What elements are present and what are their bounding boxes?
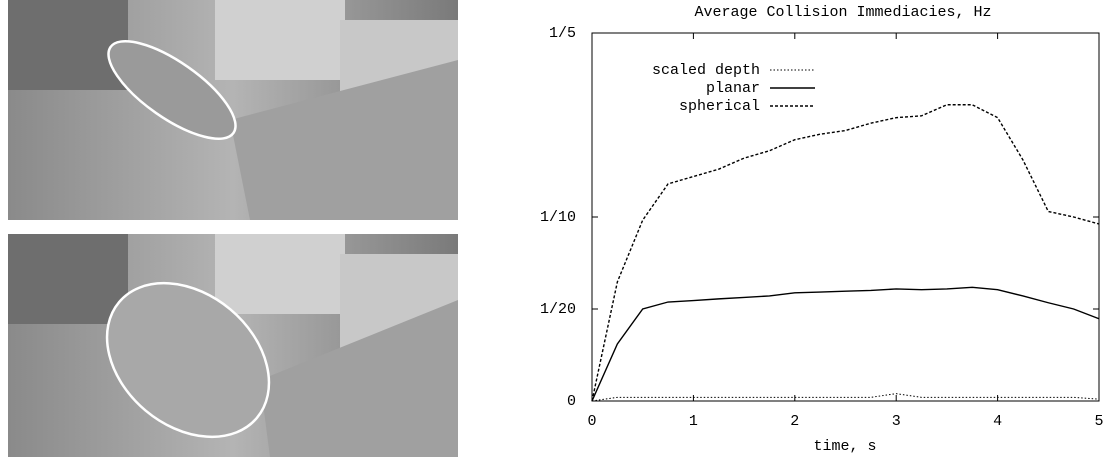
x-tick-label: 3 <box>892 413 901 430</box>
y-tick-label: 1/20 <box>540 301 576 318</box>
x-tick-label: 1 <box>689 413 698 430</box>
y-tick-label: 1/5 <box>549 25 576 42</box>
x-tick-label: 4 <box>993 413 1002 430</box>
chart-title: Average Collision Immediacies, Hz <box>694 4 991 21</box>
photo-bottom <box>8 234 458 457</box>
y-tick-label: 1/10 <box>540 209 576 226</box>
legend-label: planar <box>706 80 760 97</box>
x-axis-label: time, s <box>813 438 876 455</box>
x-tick-label: 2 <box>790 413 799 430</box>
x-tick-label: 5 <box>1094 413 1103 430</box>
series-line <box>591 104 1100 402</box>
plot-frame <box>591 32 1100 402</box>
photo-top <box>8 0 458 220</box>
series-line <box>591 393 1100 402</box>
legend-label: spherical <box>679 98 760 115</box>
legend-label: scaled depth <box>652 62 760 79</box>
x-tick-label: 0 <box>587 413 596 430</box>
series-line <box>591 286 1100 402</box>
y-tick-label: 0 <box>567 393 576 410</box>
